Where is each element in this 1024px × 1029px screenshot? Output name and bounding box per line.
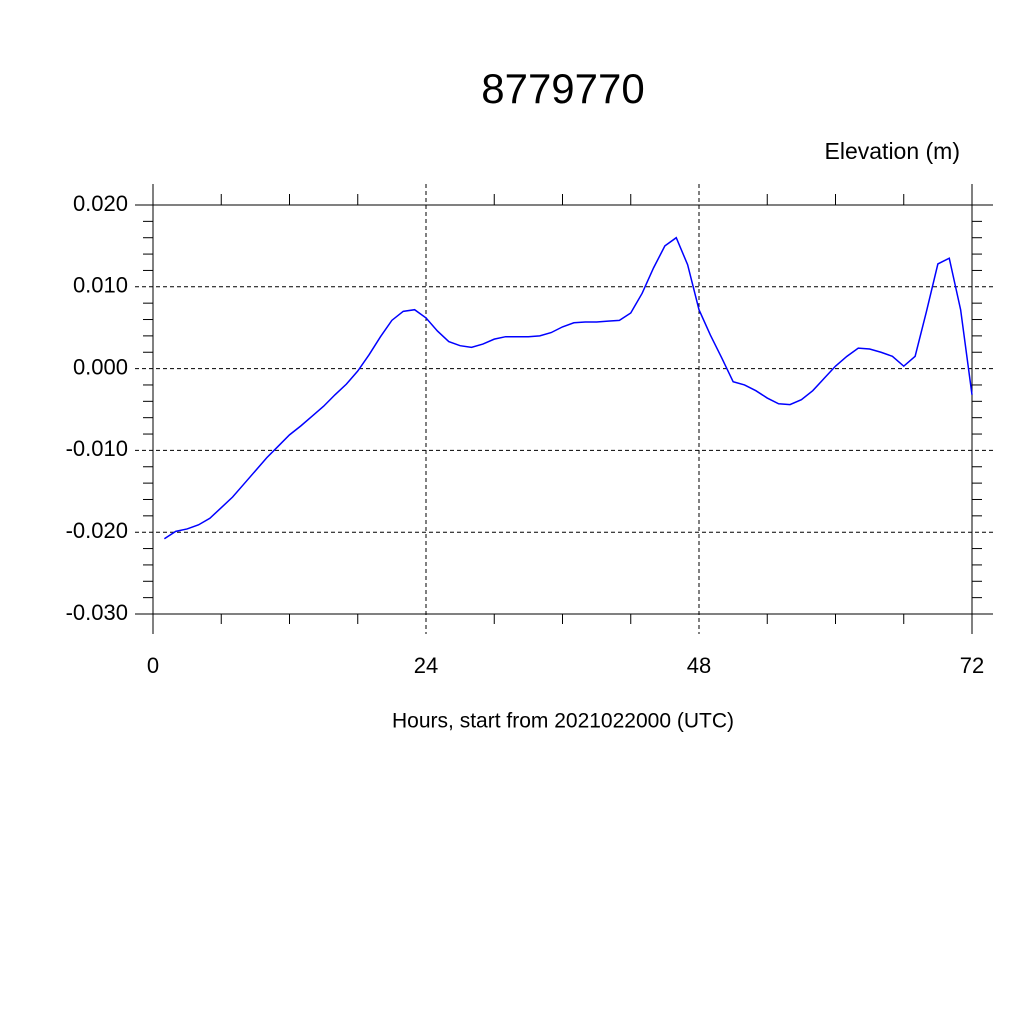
y-axis-label: Elevation (m) (825, 138, 960, 164)
x-tick-label: 48 (687, 653, 711, 678)
x-axis-label: Hours, start from 2021022000 (UTC) (392, 710, 734, 733)
y-tick-label: 0.020 (73, 191, 128, 216)
y-tick-label: -0.010 (66, 436, 128, 461)
y-tick-label: 0.000 (73, 354, 128, 379)
x-tick-label: 0 (147, 653, 159, 678)
y-tick-label: -0.030 (66, 600, 128, 625)
x-tick-label: 72 (960, 653, 984, 678)
chart-title: 8779770 (481, 65, 645, 112)
y-tick-label: -0.020 (66, 518, 128, 543)
data-line (163, 236, 973, 540)
y-tick-label: 0.010 (73, 273, 128, 298)
x-tick-label: 24 (414, 653, 438, 678)
